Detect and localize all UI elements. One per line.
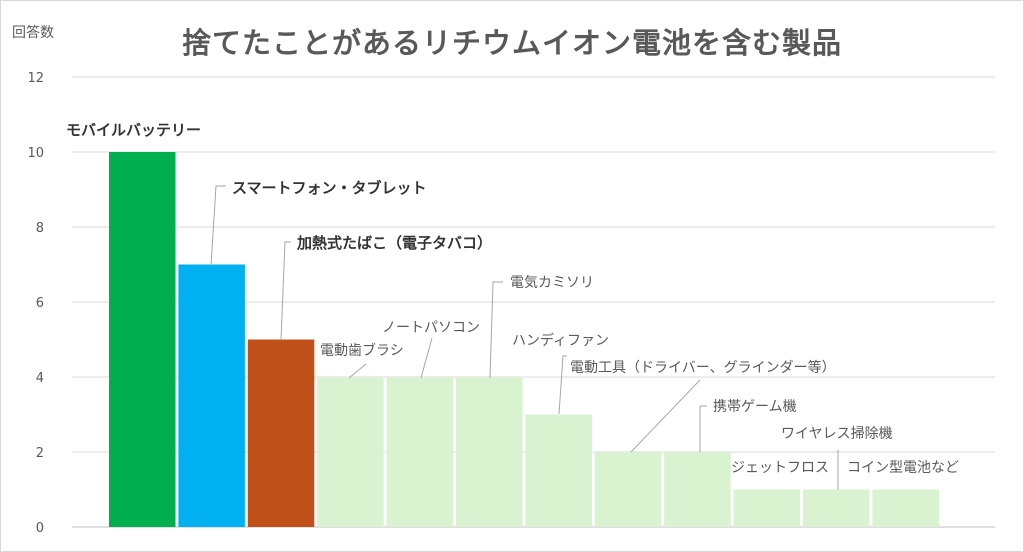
bar [733,489,801,527]
leader-line [699,405,707,452]
category-label: 電動工具（ドライバー、グラインダー等） [570,359,836,376]
leader-line [210,185,226,267]
y-tick-labels: 0 2 4 6 8 10 12 [27,71,44,536]
bar [664,452,731,527]
bar [247,339,315,527]
y-tick-label: 8 [36,221,44,236]
bar [456,377,523,527]
category-label: 加熱式たばこ（電子タバコ） [296,234,492,252]
category-label: ジェットフロス [731,460,829,476]
chart-title: 捨てたことがあるリチウムイオン電池を含む製品 [181,26,842,60]
bars [109,152,939,527]
category-label: 携帯ゲーム機 [713,399,797,415]
bar [594,452,662,527]
y-tick-label: 12 [27,71,44,86]
leader-line [489,281,503,379]
category-label: ハンディファン [512,332,609,349]
y-tick-label: 10 [27,146,44,161]
y-tick-label: 0 [36,521,44,536]
bar [178,264,245,527]
category-label: スマートフォン・タブレット [232,179,427,197]
bar [386,377,454,527]
y-axis-label: 回答数 [12,25,54,41]
bar [317,377,384,527]
leader-line [280,241,291,341]
category-label: モバイルバッテリー [66,121,201,139]
leader-line [630,379,701,453]
leader-line [348,363,367,379]
leader-lines [210,185,839,490]
leader-line [420,337,433,379]
category-label: ワイヤレス掃除機 [781,425,893,442]
bar [525,414,592,527]
bar [803,489,870,527]
bar [109,152,176,527]
category-label: コイン型電池など [847,460,959,476]
category-label: ノートパソコン [382,320,480,336]
y-tick-label: 2 [36,446,44,461]
y-tick-label: 6 [36,296,44,311]
bar [872,489,939,527]
y-tick-label: 4 [36,371,44,386]
category-label: 電気カミソリ [510,275,594,291]
leader-line [558,355,567,415]
category-label: 電動歯ブラシ [320,342,404,359]
